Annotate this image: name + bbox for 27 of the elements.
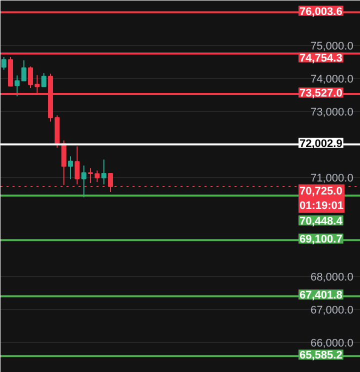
y-tick-label: 68,000.0 [310,271,354,284]
ref-line-label: 70,725.0 01:19:01 [300,185,344,212]
ref-line-label: 74,754.3 [300,52,342,64]
y-tick-label: 67,000.0 [310,304,354,316]
candlestick [14,74,20,97]
ref-line-label: 67,401.8 [300,289,342,302]
ref-line-label: 65,585.2 [300,350,342,362]
candlestick [101,159,106,185]
candlestick [74,146,80,185]
y-tick-label: 71,000.0 [310,172,354,184]
ref-line-label: 76,003.6 [300,6,342,18]
ref-line-label: 70,448.4 [300,215,344,228]
candlestick [68,156,73,180]
candlestick [88,168,93,184]
candlestick [94,170,100,183]
ref-line-label: 73,527.0 [300,88,342,100]
candlestick [41,72,46,88]
candlestick [1,56,6,70]
ref-line-label: 69,100.7 [300,234,342,246]
y-tick-label: 74,000.0 [310,73,354,86]
ref-line-label: 72,002.9 [300,138,342,150]
y-tick-label: 66,000.0 [310,337,354,350]
y-tick-label: 73,000.0 [310,106,354,118]
candlestick [81,165,86,198]
candlestick [61,140,66,186]
y-tick-label: 75,000.0 [310,40,354,52]
candlestick [21,60,26,82]
